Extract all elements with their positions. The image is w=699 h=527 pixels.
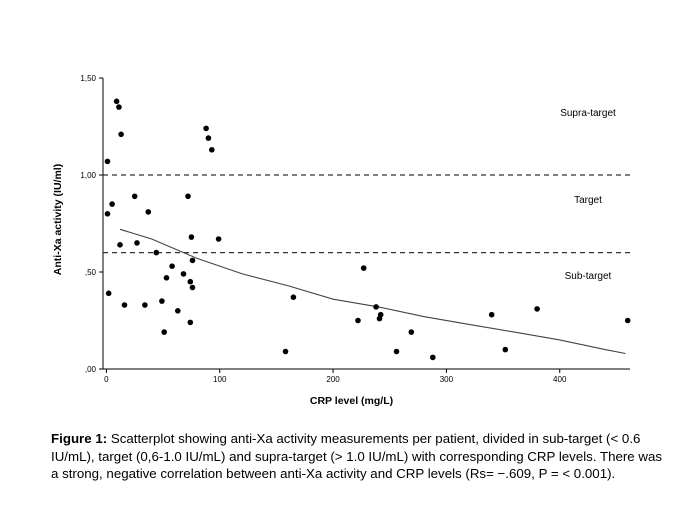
- fit-line: [119, 228, 626, 355]
- data-point: [113, 98, 120, 105]
- data-point: [185, 193, 191, 200]
- data-point: [134, 240, 140, 246]
- data-point: [187, 319, 194, 326]
- caption-label: Figure 1:: [51, 431, 108, 446]
- chart-axes: ,00 ,50 1,00 1,50 0 100 200 300 400: [80, 74, 630, 384]
- zone-label: Supra-target: [560, 108, 616, 119]
- data-point: [290, 294, 297, 301]
- y-tick-label: ,00: [85, 365, 97, 374]
- data-point: [534, 306, 540, 312]
- data-point: [408, 329, 415, 335]
- data-point: [355, 317, 361, 324]
- data-point: [180, 271, 187, 277]
- data-point: [188, 234, 195, 240]
- data-point: [502, 346, 509, 353]
- data-point: [430, 354, 436, 361]
- data-point: [163, 275, 170, 281]
- data-point: [377, 311, 384, 318]
- y-tick-label: ,50: [85, 268, 97, 277]
- caption-text: Scatterplot showing anti-Xa activity mea…: [51, 431, 663, 481]
- x-tick-label: 400: [553, 375, 567, 384]
- data-point: [104, 211, 111, 217]
- data-point: [360, 265, 367, 271]
- figure-caption: Figure 1: Scatterplot showing anti-Xa ac…: [51, 430, 671, 483]
- data-point: [116, 104, 122, 110]
- y-axis-title: Anti-Xa activity (IU/ml): [52, 164, 64, 275]
- data-points: [104, 98, 631, 361]
- x-tick-label: 200: [326, 375, 340, 384]
- data-point: [373, 304, 379, 310]
- data-point: [282, 348, 289, 355]
- data-point: [189, 257, 196, 264]
- data-point: [105, 290, 112, 297]
- data-point: [131, 193, 138, 200]
- data-point: [109, 201, 115, 207]
- zone-label: Sub-target: [565, 271, 612, 282]
- data-point: [159, 298, 165, 304]
- data-point: [104, 158, 111, 165]
- fit-line-group: [119, 228, 626, 355]
- data-point: [118, 131, 124, 138]
- data-point: [393, 348, 400, 355]
- data-point: [175, 308, 181, 314]
- data-point: [121, 302, 128, 308]
- data-point: [209, 147, 215, 153]
- data-point: [624, 317, 631, 324]
- x-tick-label: 100: [213, 375, 227, 384]
- reference-lines: [103, 174, 630, 254]
- data-point: [205, 135, 212, 141]
- data-point: [488, 311, 495, 318]
- chart-labels: CRP level (mg/L) Anti-Xa activity (IU/ml)…: [52, 108, 616, 407]
- data-point: [161, 329, 167, 335]
- zone-label: Target: [574, 195, 602, 206]
- y-tick-label: 1,00: [80, 171, 96, 180]
- data-point: [187, 278, 194, 285]
- data-point: [117, 242, 123, 248]
- data-point: [153, 249, 160, 256]
- data-point: [215, 236, 222, 242]
- data-point: [142, 302, 148, 308]
- scatter-chart: ,00 ,50 1,00 1,50 0 100 200 300 400 CRP level (m…: [52, 74, 631, 407]
- y-tick-label: 1,50: [80, 74, 96, 83]
- data-point: [169, 263, 175, 270]
- x-tick-label: 300: [440, 375, 454, 384]
- data-point: [189, 284, 196, 291]
- x-tick-label: 0: [104, 375, 109, 384]
- data-point: [203, 125, 209, 132]
- data-point: [145, 209, 152, 215]
- x-axis-title: CRP level (mg/L): [310, 395, 393, 407]
